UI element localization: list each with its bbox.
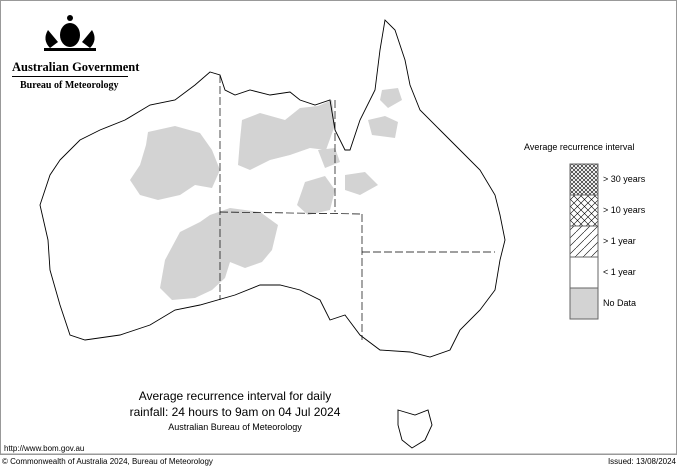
map-title-line2: rainfall: 24 hours to 9am on 04 Jul 2024 bbox=[129, 405, 341, 419]
legend-label: < 1 year bbox=[603, 267, 636, 277]
legend-swatches bbox=[569, 163, 599, 320]
tasmania-coastline bbox=[397, 409, 433, 449]
legend-label: No Data bbox=[603, 298, 637, 308]
no-data-region bbox=[380, 88, 402, 108]
map-source: Australian Bureau of Meteorology bbox=[168, 422, 302, 432]
website-link[interactable]: http://www.bom.gov.au bbox=[4, 444, 85, 453]
legend-label: > 10 years bbox=[603, 205, 646, 215]
legend-label: > 1 year bbox=[603, 236, 636, 246]
no-data-region bbox=[238, 100, 335, 170]
state-borders bbox=[219, 75, 495, 340]
no-data-region bbox=[160, 208, 278, 300]
no-data-region bbox=[345, 172, 378, 195]
no-data-region bbox=[130, 126, 220, 200]
issued-date: Issued: 13/08/2024 bbox=[607, 457, 676, 466]
no-data-region bbox=[297, 176, 335, 215]
map-title-line1: Average recurrence interval for daily bbox=[138, 389, 332, 403]
copyright: © Commonwealth of Australia 2024, Bureau… bbox=[2, 457, 213, 466]
no-data-region bbox=[368, 116, 398, 138]
coat-of-arms-logo bbox=[44, 15, 96, 51]
no-data-regions bbox=[130, 88, 402, 300]
australia-coastline bbox=[39, 19, 506, 358]
legend-label: > 30 years bbox=[603, 174, 646, 184]
header-divider bbox=[12, 76, 128, 77]
agency-title: Bureau of Meteorology bbox=[20, 80, 119, 91]
government-title: Australian Government bbox=[12, 60, 140, 74]
no-data-region bbox=[318, 148, 340, 168]
legend-title: Average recurrence interval bbox=[524, 142, 635, 152]
